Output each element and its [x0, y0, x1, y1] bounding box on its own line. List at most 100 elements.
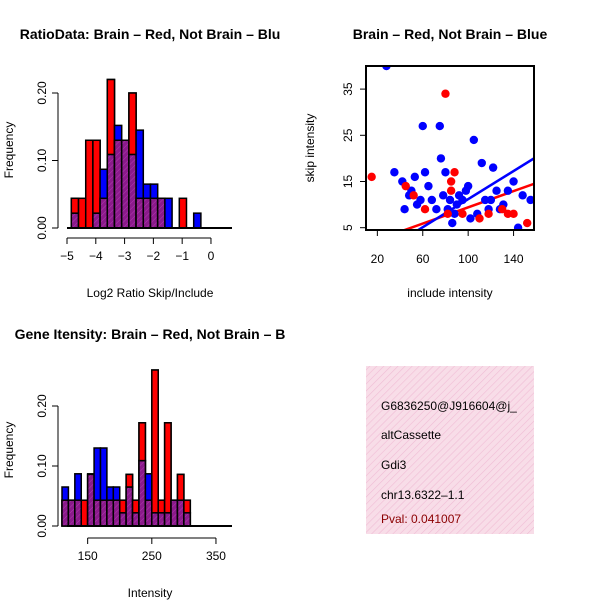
- intensity-histogram-y-label: Frequency: [2, 422, 16, 479]
- scatter-point-notbrain-10: [420, 168, 430, 177]
- scatter-point-notbrain-8: [416, 195, 425, 205]
- scatter-y-tick-label-2: 25: [341, 128, 355, 142]
- scatter-data-area: [367, 67, 533, 229]
- scatter-point-notbrain-3: [400, 205, 409, 214]
- scatter-point-brain-7: [446, 177, 456, 186]
- ratio-bar-overlap-9: [135, 197, 145, 229]
- scatter-point-notbrain-41: [518, 191, 527, 200]
- scatter-point-notbrain-11: [424, 181, 433, 191]
- scatter-x-tick-label-0: 20: [371, 252, 385, 266]
- scatter-plot-frame: [365, 65, 535, 231]
- scatter-point-brain-3: [420, 205, 430, 214]
- scatter-point-brain-14: [509, 209, 518, 219]
- info-gene-name: Gdi3: [381, 458, 407, 472]
- ratio-bar-overlap-4: [99, 197, 109, 229]
- intensity-histogram-y-axis: 0.00 0.10 0.20: [35, 394, 59, 538]
- intensity-x-tick-label-1: 250: [142, 549, 162, 563]
- intensity-y-tick-label-2: 0.20: [35, 394, 49, 418]
- intensity-bar-brain-top-14: [151, 369, 159, 514]
- intensity-bar-overlap-16: [163, 512, 172, 527]
- scatter-point-notbrain-40: [513, 223, 523, 229]
- intensity-histogram-x-label: Intensity: [128, 586, 173, 600]
- ratio-bar-overlap-6: [113, 139, 123, 229]
- scatter-y-axis: 5 15 25 35: [341, 82, 366, 231]
- ratio-x-tick-label-5: 0: [208, 249, 215, 263]
- info-event-type: altCassette: [381, 428, 441, 442]
- ratio-histogram-title: RatioData: Brain – Red, Not Brain – Blu: [20, 26, 281, 42]
- ratio-bar-overlap-5: [106, 153, 116, 229]
- intensity-x-tick-label-0: 150: [78, 549, 98, 563]
- ratio-x-tick-label-3: −2: [147, 249, 161, 263]
- scatter-point-notbrain-13: [432, 205, 441, 214]
- scatter-point-notbrain-12: [427, 195, 437, 205]
- intensity-x-tick-label-2: 350: [206, 549, 226, 563]
- ratio-bar-overlap-3: [92, 212, 101, 229]
- scatter-point-notbrain-21: [450, 209, 459, 219]
- ratio-bar-overlap-7: [120, 139, 130, 229]
- scatter-point-brain-12: [498, 205, 507, 214]
- scatter-y-label: skip intensity: [303, 114, 317, 183]
- scatter-point-notbrain-38: [503, 186, 513, 195]
- ratio-x-tick-label-0: −5: [60, 249, 74, 263]
- scatter-point-notbrain-14: [435, 121, 444, 131]
- scatter-point-brain-15: [522, 218, 532, 228]
- info-box: G6836250@J916604@j_ altCassette Gdi3 chr…: [366, 366, 534, 534]
- ratio-bar-brain-top-0: [70, 197, 80, 214]
- scatter-point-notbrain-35: [492, 186, 501, 195]
- intensity-bar-overlap-8: [112, 499, 121, 527]
- intensity-bar-brain-top-18: [176, 473, 185, 501]
- intensity-bar-brain-top-10: [125, 473, 134, 488]
- ratio-bar-notbrain-17: [192, 212, 202, 229]
- ratio-bar-notbrain-13: [164, 197, 173, 229]
- scatter-y-tick-label-0: 5: [341, 224, 355, 231]
- scatter-x-axis: 20 60 100 140: [371, 230, 524, 266]
- intensity-bar-brain-top-15: [157, 499, 166, 514]
- intensity-bar-brain-3: [80, 499, 89, 527]
- info-location: chr13.6322–1.1: [381, 488, 465, 502]
- ratio-bar-brain-top-3: [92, 139, 101, 214]
- ratio-bar-brain-top-8: [128, 92, 137, 156]
- ratio-bar-brain-1: [77, 197, 87, 229]
- intensity-histogram-panel: Gene Itensity: Brain – Red, Not Brain – …: [2, 326, 285, 600]
- ratio-histogram-y-axis: 0.00 0.10 0.20: [35, 81, 59, 240]
- intensity-y-tick-label-0: 0.00: [35, 514, 49, 538]
- scatter-point-notbrain-24: [458, 195, 467, 205]
- scatter-panel: Brain – Red, Not Brain – Blue 20 60 100 140…: [303, 26, 547, 300]
- scatter-point-notbrain-30: [477, 158, 486, 168]
- scatter-point-brain-8: [450, 168, 459, 177]
- scatter-point-notbrain-19: [445, 195, 455, 205]
- scatter-point-notbrain-0: [382, 67, 391, 71]
- scatter-point-brain-4: [441, 89, 450, 98]
- scatter-point-brain-9: [458, 209, 467, 219]
- scatter-point-notbrain-17: [441, 168, 450, 177]
- intensity-bar-overlap-14: [151, 512, 159, 527]
- info-probe-id: G6836250@J916604@j_: [381, 399, 517, 413]
- scatter-point-notbrain-42: [526, 195, 533, 205]
- intensity-bar-overlap-0: [61, 499, 70, 527]
- ratio-histogram-panel: RatioData: Brain – Red, Not Brain – Blu …: [2, 26, 280, 300]
- scatter-point-notbrain-34: [488, 163, 498, 172]
- scatter-point-notbrain-28: [469, 135, 479, 145]
- scatter-point-brain-1: [401, 181, 410, 191]
- intensity-bar-overlap-9: [118, 512, 127, 527]
- intensity-histogram-bars: [61, 369, 192, 527]
- scatter-point-brain-11: [484, 209, 493, 219]
- intensity-bar-overlap-1: [67, 499, 76, 527]
- ratio-bar-brain-2: [84, 139, 94, 229]
- ratio-histogram-x-axis: −5 −4 −3 −2 −1 0: [60, 237, 215, 263]
- ratio-bar-brain-15: [178, 197, 188, 229]
- scatter-point-notbrain-15: [436, 154, 446, 163]
- scatter-point-notbrain-22: [452, 200, 462, 209]
- intensity-bar-brain-top-9: [118, 499, 127, 514]
- intensity-histogram-x-axis: 150 250 350: [78, 537, 226, 563]
- intensity-bar-overlap-11: [131, 512, 140, 527]
- ratio-x-tick-label-4: −1: [175, 249, 189, 263]
- intensity-bar-overlap-7: [106, 499, 115, 527]
- scatter-point-notbrain-33: [486, 195, 496, 205]
- scatter-point-notbrain-1: [390, 168, 399, 177]
- scatter-point-notbrain-27: [466, 214, 475, 223]
- intensity-bar-overlap-10: [125, 486, 134, 527]
- intensity-bar-overlap-13: [144, 499, 153, 527]
- scatter-y-tick-label-3: 35: [341, 82, 355, 96]
